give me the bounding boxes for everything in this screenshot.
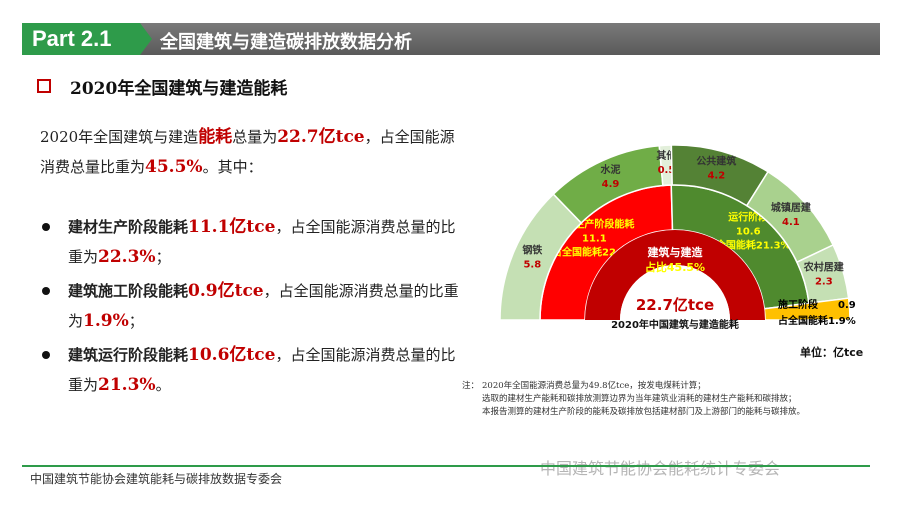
sector-value: 5.8 xyxy=(523,259,541,270)
center-title: 建筑与建造 xyxy=(648,245,704,259)
intro-text: 总量为 xyxy=(232,128,278,146)
note-line: 本报告测算的建材生产阶段的能耗及碳排放包括建材部门及上游部门的能耗与碳排放。 xyxy=(482,407,806,417)
bullet-text: 建材生产阶段能耗11.1亿tce，占全国能源消费总量的比重为22.3%； xyxy=(68,212,468,272)
header-title: 全国建筑与建造碳排放数据分析 xyxy=(160,32,412,53)
note-line: 选取的建材生产能耗和碳排放测算边界为当年建筑业消耗的建材生产能耗和碳排放； xyxy=(482,394,797,404)
bullet-segment: ； xyxy=(155,248,171,266)
bullet-dot xyxy=(42,287,50,295)
watermark: 中国建筑节能协会能耗统计专委会 xyxy=(540,459,781,478)
bullet-segment: 1.9% xyxy=(83,311,129,331)
intro-text: 能耗 xyxy=(198,127,233,147)
notes: 2020年全国能源消费总量为49.8亿tce，按发电煤耗计算； 选取的建材生产能耗… xyxy=(482,380,882,419)
sector-value: 4.2 xyxy=(707,171,725,182)
part-label: Part 2.1 xyxy=(32,26,112,51)
intro-text: 2020年全国建筑与建造 xyxy=(40,128,199,146)
bullet-segment: 11.1亿tce xyxy=(188,217,276,237)
sector-value: 2.3 xyxy=(815,277,833,288)
sector-value: 0.5 xyxy=(658,165,676,176)
bullet-segment: ； xyxy=(128,312,144,330)
bullet-segment: 22.3% xyxy=(98,247,156,267)
center-ring xyxy=(585,230,765,320)
bullet-segment: ，占全国能源消费总量的比重为 xyxy=(68,346,456,394)
sector-value: 4.1 xyxy=(782,217,800,228)
stage-name: 施工阶段 xyxy=(778,298,818,311)
total: 22.7亿tce xyxy=(636,296,714,314)
bullet-segment: 21.3% xyxy=(98,375,156,395)
note-line: 2020年全国能源消费总量为49.8亿tce，按发电煤耗计算； xyxy=(482,381,706,391)
arrow xyxy=(140,23,152,55)
stage-value: 11.1 xyxy=(582,234,607,245)
sector-name: 城镇居建 xyxy=(771,201,812,214)
intro-text: ，占全国能源消费总量比重为 xyxy=(40,128,455,176)
bullet-segment: 。 xyxy=(155,376,171,394)
square-bullet xyxy=(37,79,51,93)
title-bar xyxy=(140,23,880,55)
unit: 单位：亿tce xyxy=(800,345,863,359)
bullet-segment: ，占全国能源消费总量的比重为 xyxy=(68,218,456,266)
center-share: 占比45.5% xyxy=(645,260,705,274)
caption: 2020年中国建筑与建造能耗 xyxy=(611,318,739,331)
bullet-segment: 建材生产阶段能耗 xyxy=(68,218,189,236)
bullet-segment: ，占全国能源消费总量的比重为 xyxy=(68,282,459,330)
intro-text: 45.5% xyxy=(145,157,203,177)
bullet-segment: 建筑运行阶段能耗 xyxy=(68,346,189,364)
sector-name: 农村居建 xyxy=(803,261,845,274)
bullet-text: 建筑运行阶段能耗10.6亿tce，占全国能源消费总量的比重为21.3%。 xyxy=(68,340,468,400)
center-core xyxy=(620,265,730,320)
intro-text: 。其中： xyxy=(202,158,263,176)
bullet-dot xyxy=(42,351,50,359)
stage-value: 10.6 xyxy=(736,227,761,238)
sector-value: 4.9 xyxy=(602,179,620,190)
intro-text: 22.7亿tce xyxy=(277,127,365,147)
stage-share: 占全国能耗1.9% xyxy=(778,314,856,327)
footer: 中国建筑节能协会建筑能耗与碳排放数据专委会 xyxy=(30,472,283,486)
bullet-segment: 0.9亿tce xyxy=(188,281,264,301)
notes-mark: 注： xyxy=(462,381,480,391)
bullet-text: 建筑施工阶段能耗0.9亿tce，占全国能源消费总量的比重为1.9%； xyxy=(68,276,468,336)
sector-name: 公共建筑 xyxy=(696,155,736,168)
sector-name: 水泥 xyxy=(600,163,621,176)
stage-value: 0.9 xyxy=(838,300,856,311)
subtitle: 2020年全国建筑与建造能耗 xyxy=(70,79,288,99)
bullet-segment: 10.6亿tce xyxy=(188,345,276,365)
bullet-segment: 建筑施工阶段能耗 xyxy=(68,282,189,300)
sector-name: 钢铁 xyxy=(522,243,542,256)
part-box xyxy=(22,23,140,55)
bullet-dot xyxy=(42,223,50,231)
intro: 2020年全国建筑与建造能耗总量为22.7亿tce，占全国能源消费总量比重为45… xyxy=(40,122,460,182)
footer-line xyxy=(22,465,870,467)
